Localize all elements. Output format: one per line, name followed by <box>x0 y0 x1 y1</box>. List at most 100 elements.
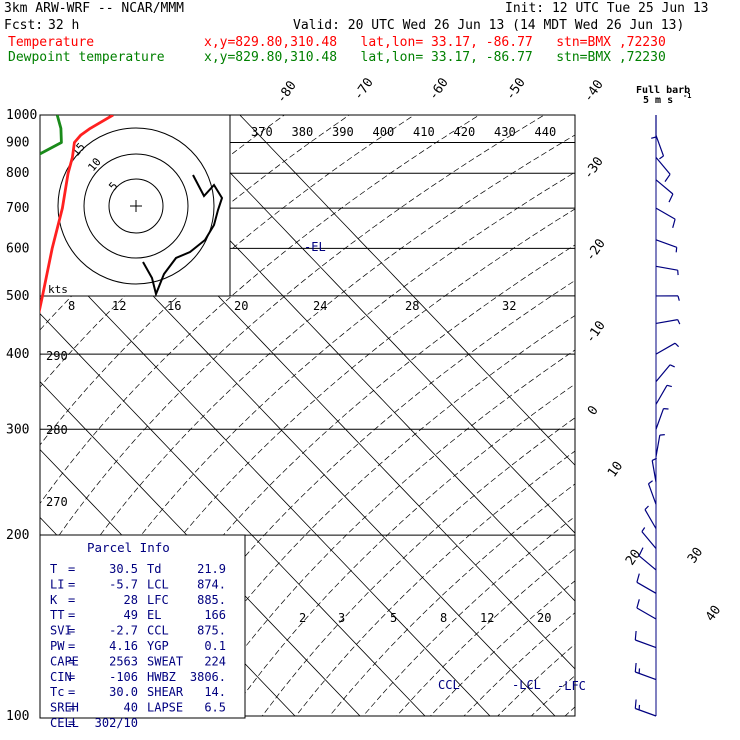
parcel-value: 28 <box>124 593 138 607</box>
theta-label: 410 <box>413 125 435 139</box>
wind-barb <box>655 434 665 457</box>
wind-barb <box>655 364 675 383</box>
parcel-value: 885. <box>197 593 226 607</box>
wind-barb <box>655 179 674 203</box>
level-marker: -EL <box>304 240 326 254</box>
hodograph-speed-unit: kts <box>48 283 68 296</box>
parcel-key: T <box>50 562 57 576</box>
speed-axis-label: 32 <box>502 299 516 313</box>
parcel-equals: = <box>68 577 75 591</box>
dry-adiabat-line <box>295 450 575 716</box>
pressure-tick-label: 200 <box>6 528 29 543</box>
parcel-value: 0.1 <box>204 639 226 653</box>
speed-axis-label: 24 <box>313 299 327 313</box>
dry-adiabat-line <box>40 134 575 626</box>
level-marker: CCL <box>438 678 460 692</box>
isotherm-label: -20 <box>583 236 609 264</box>
wind-barb <box>655 295 680 301</box>
isotherm-label: 40 <box>703 603 724 624</box>
wind-barb <box>655 157 671 182</box>
isotherm-label: -30 <box>581 154 607 182</box>
parcel-key: EL <box>147 608 161 622</box>
parcel-equals: = <box>68 593 75 607</box>
dry-adiabat-label: 280 <box>46 423 68 437</box>
dry-adiabat-line <box>40 171 575 691</box>
dry-adiabat-line <box>261 417 575 716</box>
mixing-ratio-label: 2 <box>299 611 306 625</box>
parcel-value: 166 <box>204 608 226 622</box>
parcel-info-box <box>39 534 246 719</box>
wind-barb <box>636 599 657 620</box>
parcel-equals: = <box>68 716 75 730</box>
theta-label: 420 <box>454 125 476 139</box>
level-marker: -LFC <box>557 679 586 693</box>
parcel-value: 3806. <box>190 670 226 684</box>
isotherm-label: -40 <box>581 77 607 105</box>
isotherm-line <box>174 115 575 534</box>
parcel-value: 21.9 <box>197 562 226 576</box>
parcel-key: SREH <box>50 701 79 715</box>
wind-barb <box>641 527 657 549</box>
parcel-value: 30.0 <box>109 685 138 699</box>
speed-axis-label: 12 <box>112 299 126 313</box>
hodograph-ring <box>83 153 189 259</box>
parcel-key: LAPSE <box>147 701 183 715</box>
parcel-key: CAPE <box>50 654 79 668</box>
pressure-tick-label: 500 <box>6 289 29 304</box>
theta-label: 370 <box>251 125 273 139</box>
pressure-tick-label: 800 <box>6 166 29 181</box>
dry-adiabat-label: 270 <box>46 495 68 509</box>
parcel-key: K <box>50 593 58 607</box>
parcel-value: 874. <box>197 577 226 591</box>
mixing-ratio-label: 12 <box>480 611 494 625</box>
parcel-key: Tc <box>50 685 64 699</box>
wind-barb <box>638 547 657 571</box>
parcel-key: CELL <box>50 716 79 730</box>
pressure-tick-label: 600 <box>6 241 29 256</box>
parcel-equals: = <box>68 654 75 668</box>
dry-adiabat-line <box>463 612 575 716</box>
mixing-ratio-label: 20 <box>537 611 551 625</box>
dry-adiabat-line <box>40 115 481 505</box>
hodograph-ring <box>57 127 215 285</box>
parcel-value: -5.7 <box>109 577 138 591</box>
wind-barb <box>655 265 679 276</box>
parcel-equals: = <box>68 701 75 715</box>
parcel-key: TT <box>50 608 64 622</box>
isotherm-line <box>0 102 35 716</box>
hodograph-ring <box>108 178 164 234</box>
speed-axis-label: 28 <box>405 299 419 313</box>
isotherm-line <box>239 115 575 466</box>
temperature-profile <box>40 115 114 716</box>
speed-axis-label: 8 <box>68 299 75 313</box>
theta-label: 440 <box>535 125 557 139</box>
dry-adiabat-line <box>497 643 575 716</box>
full-barb-legend-title: Full barb <box>636 85 690 96</box>
theta-label: 380 <box>292 125 314 139</box>
parcel-key: SWEAT <box>147 654 183 668</box>
hodograph-trace <box>142 174 224 298</box>
theta-label: 400 <box>373 125 395 139</box>
isotherm-label: 20 <box>623 547 644 568</box>
wind-barb <box>655 319 681 325</box>
wind-barb <box>634 699 657 717</box>
forecast-hour: 32 h <box>48 18 80 33</box>
parcel-key: CCL <box>147 624 169 638</box>
isotherm-line <box>40 449 296 716</box>
parcel-value: 40 <box>124 701 138 715</box>
parcel-info-title: Parcel Info <box>87 540 170 555</box>
parcel-key: LCL <box>147 577 169 591</box>
model-title: 3km ARW-WRF -- NCAR/MMM <box>4 1 185 16</box>
wind-barb <box>644 505 657 529</box>
parcel-equals: = <box>68 624 75 638</box>
parcel-value: 4.16 <box>109 639 138 653</box>
dry-adiabat-line <box>93 244 575 716</box>
speed-axis-label: 20 <box>234 299 248 313</box>
parcel-equals: = <box>68 562 75 576</box>
wind-barb <box>634 662 657 681</box>
wind-barb <box>655 342 680 355</box>
parcel-value: 14. <box>204 685 226 699</box>
isotherm-label: 30 <box>685 545 706 566</box>
parcel-value: 2563 <box>109 654 138 668</box>
temperature-legend-label: Temperature <box>8 35 95 50</box>
